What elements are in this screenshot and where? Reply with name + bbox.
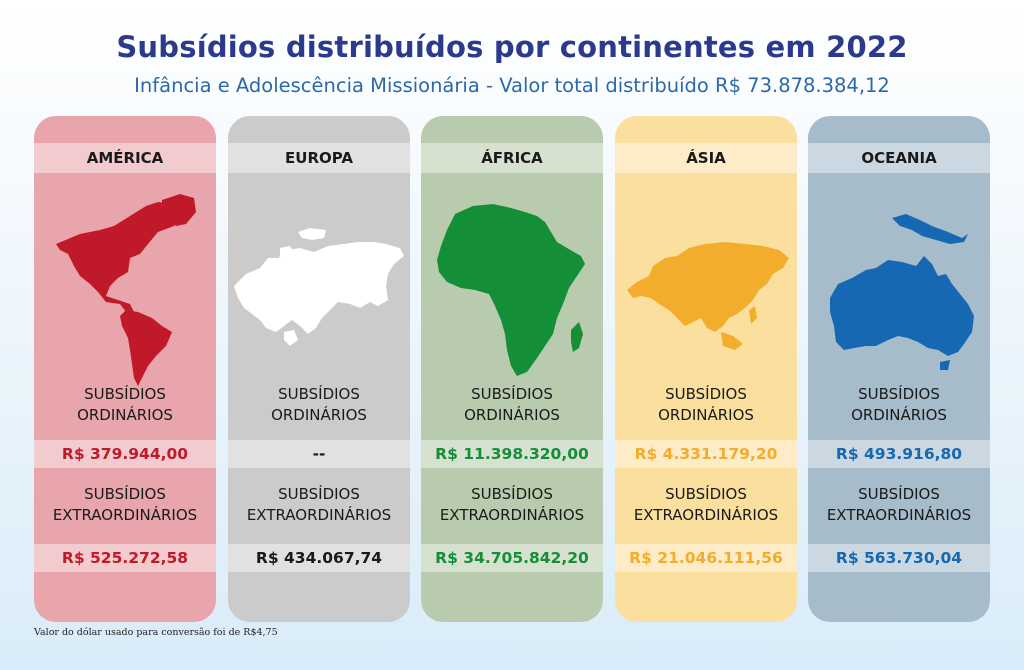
ordinary-label: SUBSÍDIOS ORDINÁRIOS [271,385,367,424]
ordinary-label: SUBSÍDIOS ORDINÁRIOS [464,385,560,424]
card-africa: ÁFRICA SUBSÍDIOS ORDINÁRIOS R$ 11.398.320… [421,116,603,622]
extraordinary-label: SUBSÍDIOS EXTRAORDINÁRIOS [439,485,585,524]
extraordinary-label: SUBSÍDIOS EXTRAORDINÁRIOS [52,485,198,524]
ordinary-label: SUBSÍDIOS ORDINÁRIOS [851,385,947,424]
asia-map-icon [627,242,789,350]
extraordinary-label: SUBSÍDIOS EXTRAORDINÁRIOS [826,485,972,524]
europe-map-icon [234,228,404,346]
americas-map-icon [56,194,196,386]
extraordinary-value: R$ 34.705.842,20 [421,544,603,572]
page-subtitle: Infância e Adolescência Missionária - Va… [134,74,890,97]
ordinary-value: R$ 493.916,80 [808,440,990,468]
continent-name: OCEANIA [808,143,990,173]
ordinary-value: R$ 4.331.179,20 [615,440,797,468]
continent-name: EUROPA [228,143,410,173]
extraordinary-value: R$ 434.067,74 [228,544,410,572]
africa-map-icon [437,204,585,376]
continent-name: AMÉRICA [34,143,216,173]
card-america: AMÉRICA SUBSÍDIOS ORDINÁRIOS R$ 379.944,0… [34,116,216,622]
oceania-map-icon [830,214,974,370]
extraordinary-label: SUBSÍDIOS EXTRAORDINÁRIOS [633,485,779,524]
footnote: Valor do dólar usado para conversão foi … [34,627,278,638]
page-title: Subsídios distribuídos por continentes e… [116,30,908,64]
continent-name: ÁSIA [615,143,797,173]
continent-name: ÁFRICA [421,143,603,173]
extraordinary-value: R$ 525.272,58 [34,544,216,572]
extraordinary-value: R$ 563.730,04 [808,544,990,572]
ordinary-value: R$ 11.398.320,00 [421,440,603,468]
ordinary-value: R$ 379.944,00 [34,440,216,468]
ordinary-label: SUBSÍDIOS ORDINÁRIOS [658,385,754,424]
extraordinary-label: SUBSÍDIOS EXTRAORDINÁRIOS [246,485,392,524]
card-asia: ÁSIA SUBSÍDIOS ORDINÁRIOS R$ 4.331.179,20… [615,116,797,622]
extraordinary-value: R$ 21.046.111,56 [615,544,797,572]
ordinary-value: -- [228,440,410,468]
ordinary-label: SUBSÍDIOS ORDINÁRIOS [77,385,173,424]
card-europe: EUROPA SUBSÍDIOS ORDINÁRIOS -- SUBSÍDIOS E… [228,116,410,622]
card-oceania: OCEANIA SUBSÍDIOS ORDINÁRIOS R$ 493.916,8… [808,116,990,622]
